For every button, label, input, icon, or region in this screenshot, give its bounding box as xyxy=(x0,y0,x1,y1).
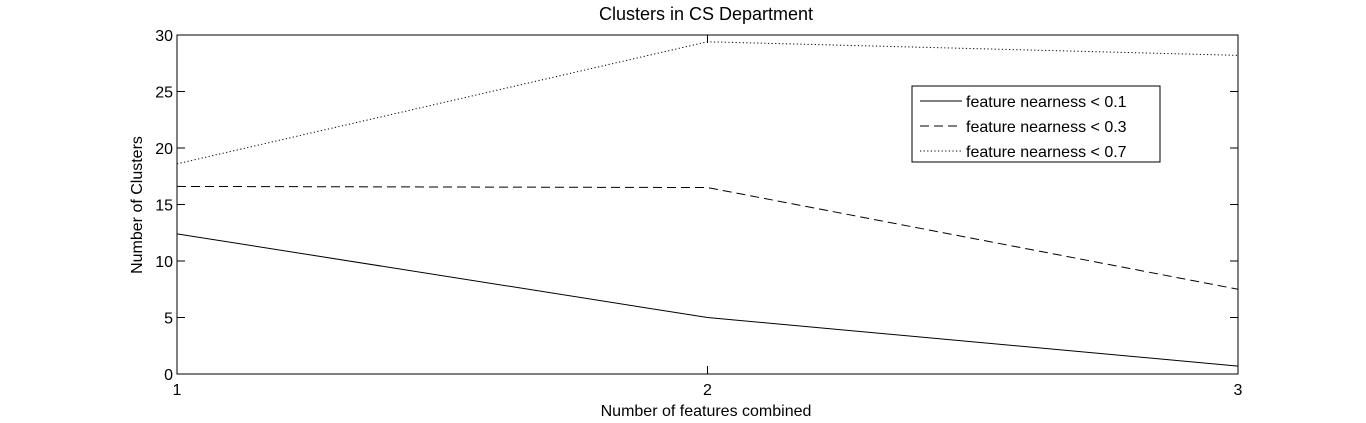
y-tick-label: 10 xyxy=(155,254,173,271)
axis-ticks xyxy=(176,34,1239,375)
legend: feature nearness < 0.1 feature nearness <… xyxy=(911,85,1161,163)
y-tick-label: 0 xyxy=(164,367,173,384)
legend-label: feature nearness < 0.7 xyxy=(966,144,1127,161)
y-tick-label: 15 xyxy=(155,198,173,215)
chart-title: Clusters in CS Department xyxy=(599,4,813,24)
y-tick-label: 25 xyxy=(155,85,173,102)
legend-box xyxy=(911,85,1161,163)
series-line-dotted xyxy=(176,41,1239,165)
legend-entries: feature nearness < 0.1 feature nearness <… xyxy=(920,94,1127,161)
y-axis-title: Number of Clusters xyxy=(129,136,146,274)
legend-label: feature nearness < 0.1 xyxy=(966,94,1127,111)
x-axis-title: Number of features combined xyxy=(601,403,812,420)
y-tick-label: 20 xyxy=(155,141,173,158)
x-tick-label: 1 xyxy=(173,382,182,399)
series-line-solid xyxy=(176,233,1239,367)
x-tick-label: 3 xyxy=(1234,382,1243,399)
series-lines xyxy=(176,41,1239,367)
series-line-dashed xyxy=(176,185,1239,290)
x-tick-label: 2 xyxy=(703,382,712,399)
legend-label: feature nearness < 0.3 xyxy=(966,119,1127,136)
y-tick-label: 5 xyxy=(164,311,173,328)
y-tick-label: 30 xyxy=(155,28,173,45)
